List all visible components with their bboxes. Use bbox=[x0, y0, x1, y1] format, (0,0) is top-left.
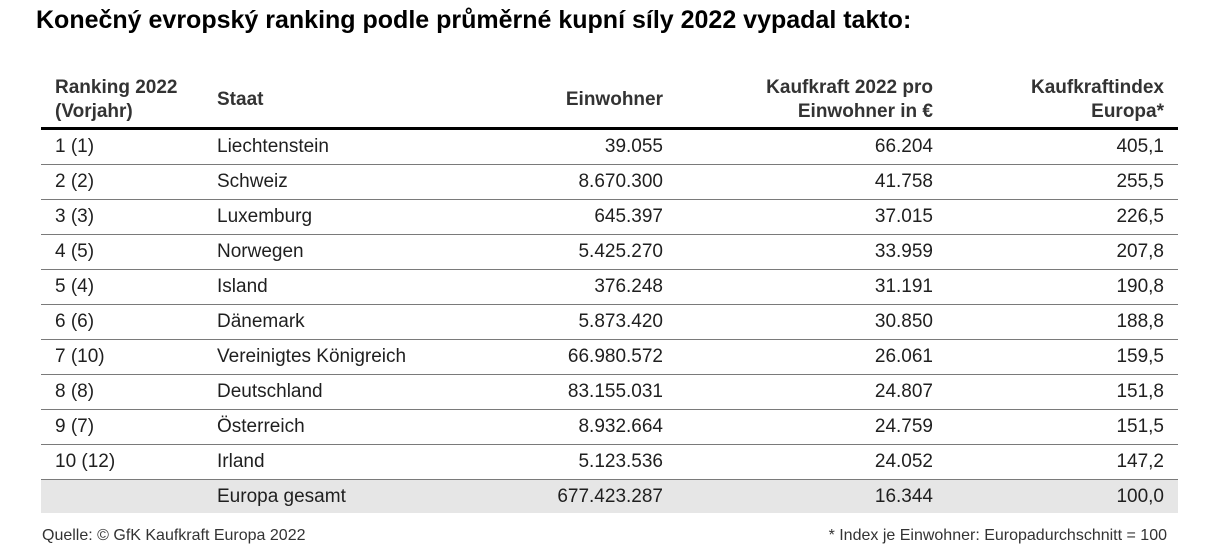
cell-einwohner: 83.155.031 bbox=[463, 374, 677, 410]
cell-index: 255,5 bbox=[947, 164, 1178, 200]
cell-kaufkraft: 33.959 bbox=[677, 234, 947, 270]
table-row: 7 (10) Vereinigtes Königreich 66.980.572… bbox=[41, 339, 1178, 375]
cell-einwohner: 645.397 bbox=[463, 199, 677, 235]
cell-index: 207,8 bbox=[947, 234, 1178, 270]
cell-rank: 3 (3) bbox=[41, 199, 203, 235]
cell-index: 226,5 bbox=[947, 199, 1178, 235]
cell-index: 151,5 bbox=[947, 409, 1178, 445]
cell-kaufkraft: 30.850 bbox=[677, 304, 947, 340]
table-header: Ranking 2022 (Vorjahr) Staat Einwohner K… bbox=[41, 72, 1178, 130]
cell-index: 147,2 bbox=[947, 444, 1178, 480]
cell-kaufkraft: 41.758 bbox=[677, 164, 947, 200]
cell-rank: 6 (6) bbox=[41, 304, 203, 340]
cell-einwohner: 8.670.300 bbox=[463, 164, 677, 200]
header-row: Ranking 2022 (Vorjahr) Staat Einwohner K… bbox=[41, 72, 1178, 130]
cell-einwohner: 8.932.664 bbox=[463, 409, 677, 445]
cell-staat: Irland bbox=[203, 444, 463, 480]
table-row: 1 (1) Liechtenstein 39.055 66.204 405,1 bbox=[41, 128, 1178, 165]
table-row: 3 (3) Luxemburg 645.397 37.015 226,5 bbox=[41, 199, 1178, 235]
table-row: 5 (4) Island 376.248 31.191 190,8 bbox=[41, 269, 1178, 305]
table-body: 1 (1) Liechtenstein 39.055 66.204 405,1 … bbox=[41, 128, 1178, 513]
cell-kaufkraft: 16.344 bbox=[677, 479, 947, 513]
cell-kaufkraft: 24.052 bbox=[677, 444, 947, 480]
cell-rank: 5 (4) bbox=[41, 269, 203, 305]
cell-index: 159,5 bbox=[947, 339, 1178, 375]
header-ranking: Ranking 2022 (Vorjahr) bbox=[41, 72, 203, 130]
cell-staat: Liechtenstein bbox=[203, 128, 463, 165]
cell-staat: Norwegen bbox=[203, 234, 463, 270]
cell-einwohner: 5.425.270 bbox=[463, 234, 677, 270]
table-row: 8 (8) Deutschland 83.155.031 24.807 151,… bbox=[41, 374, 1178, 410]
table-row: 6 (6) Dänemark 5.873.420 30.850 188,8 bbox=[41, 304, 1178, 340]
ranking-table: Ranking 2022 (Vorjahr) Staat Einwohner K… bbox=[41, 72, 1178, 513]
header-ranking-line1: Ranking 2022 bbox=[55, 76, 178, 98]
total-row: Europa gesamt 677.423.287 16.344 100,0 bbox=[41, 479, 1178, 513]
cell-einwohner: 5.873.420 bbox=[463, 304, 677, 340]
cell-staat: Europa gesamt bbox=[203, 479, 463, 513]
header-index-line2: Europa* bbox=[1091, 100, 1164, 122]
cell-rank: 4 (5) bbox=[41, 234, 203, 270]
cell-staat: Island bbox=[203, 269, 463, 305]
header-kaufkraft-line2: Einwohner in € bbox=[797, 100, 933, 122]
cell-einwohner: 376.248 bbox=[463, 269, 677, 305]
cell-index: 190,8 bbox=[947, 269, 1178, 305]
cell-einwohner: 66.980.572 bbox=[463, 339, 677, 375]
cell-rank: 9 (7) bbox=[41, 409, 203, 445]
cell-index: 151,8 bbox=[947, 374, 1178, 410]
header-ranking-line2: (Vorjahr) bbox=[55, 100, 133, 122]
cell-staat: Schweiz bbox=[203, 164, 463, 200]
cell-kaufkraft: 24.759 bbox=[677, 409, 947, 445]
cell-rank: 1 (1) bbox=[41, 128, 203, 165]
cell-index: 188,8 bbox=[947, 304, 1178, 340]
cell-index: 405,1 bbox=[947, 128, 1178, 165]
cell-staat: Dänemark bbox=[203, 304, 463, 340]
cell-rank: 10 (12) bbox=[41, 444, 203, 480]
cell-staat: Deutschland bbox=[203, 374, 463, 410]
cell-kaufkraft: 66.204 bbox=[677, 128, 947, 165]
header-index-line1: Kaufkraftindex bbox=[1030, 76, 1164, 98]
page-title: Konečný evropský ranking podle průměrné … bbox=[36, 6, 912, 34]
table-row: 4 (5) Norwegen 5.425.270 33.959 207,8 bbox=[41, 234, 1178, 270]
cell-kaufkraft: 26.061 bbox=[677, 339, 947, 375]
cell-einwohner: 39.055 bbox=[463, 128, 677, 165]
header-staat: Staat bbox=[203, 72, 463, 130]
cell-index: 100,0 bbox=[947, 479, 1178, 513]
header-kaufkraft-line1: Kaufkraft 2022 pro bbox=[766, 76, 933, 98]
table-row: 2 (2) Schweiz 8.670.300 41.758 255,5 bbox=[41, 164, 1178, 200]
table-row: 9 (7) Österreich 8.932.664 24.759 151,5 bbox=[41, 409, 1178, 445]
index-footnote: * Index je Einwohner: Europadurchschnitt… bbox=[828, 527, 1167, 544]
cell-kaufkraft: 31.191 bbox=[677, 269, 947, 305]
cell-einwohner: 5.123.536 bbox=[463, 444, 677, 480]
cell-staat: Österreich bbox=[203, 409, 463, 445]
cell-rank: 7 (10) bbox=[41, 339, 203, 375]
cell-rank: 8 (8) bbox=[41, 374, 203, 410]
cell-rank: 2 (2) bbox=[41, 164, 203, 200]
cell-staat: Vereinigtes Königreich bbox=[203, 339, 463, 375]
header-kaufkraft: Kaufkraft 2022 pro Einwohner in € bbox=[677, 72, 947, 130]
source-note: Quelle: © GfK Kaufkraft Europa 2022 bbox=[42, 527, 306, 544]
header-einwohner: Einwohner bbox=[463, 72, 677, 130]
cell-kaufkraft: 24.807 bbox=[677, 374, 947, 410]
cell-kaufkraft: 37.015 bbox=[677, 199, 947, 235]
table-row: 10 (12) Irland 5.123.536 24.052 147,2 bbox=[41, 444, 1178, 480]
cell-staat: Luxemburg bbox=[203, 199, 463, 235]
cell-rank bbox=[41, 479, 203, 513]
header-index: Kaufkraftindex Europa* bbox=[947, 72, 1178, 130]
cell-einwohner: 677.423.287 bbox=[463, 479, 677, 513]
